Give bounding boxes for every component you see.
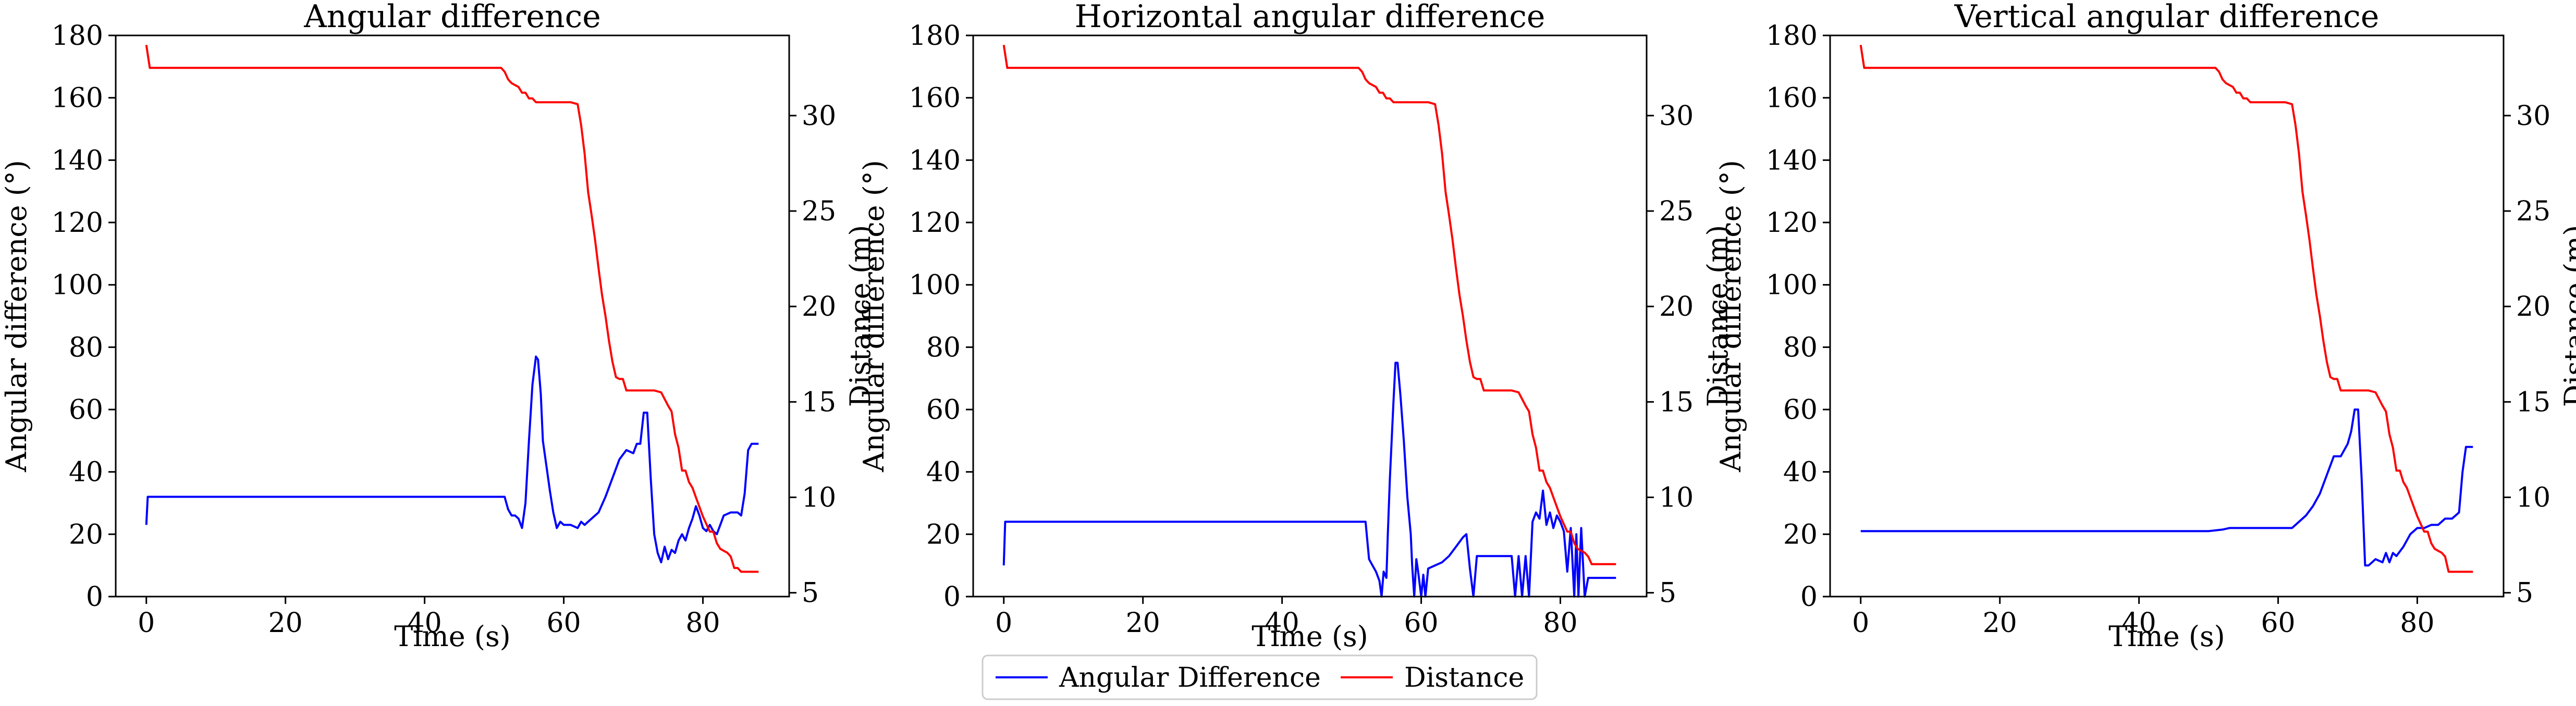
- y-tick-label: 80: [926, 332, 961, 363]
- x-tick-label: 20: [1983, 608, 2017, 639]
- x-axis-label: Time (s): [2108, 620, 2225, 653]
- y2-tick-label: 25: [1659, 196, 1694, 227]
- legend-frame: [982, 654, 1538, 700]
- y2-tick-label: 30: [2516, 101, 2550, 132]
- x-tick-label: 40: [408, 608, 442, 639]
- y-tick-label: 60: [926, 394, 961, 426]
- x-tick-label: 80: [1543, 608, 1577, 639]
- y2-tick-label: 5: [1659, 578, 1676, 609]
- y-axis-label: Angular difference (°): [0, 160, 33, 473]
- x-tick-label: 0: [995, 608, 1012, 639]
- y2-tick-label: 5: [2516, 578, 2533, 609]
- legend: Angular Difference Distance: [982, 654, 1538, 700]
- y-tick-label: 160: [52, 83, 103, 114]
- y2-tick-label: 25: [802, 196, 836, 227]
- legend-label-angular-difference: Angular Difference: [1059, 662, 1321, 693]
- y-tick-label: 120: [909, 207, 961, 239]
- y-tick-label: 20: [926, 519, 961, 550]
- y-tick-label: 0: [1800, 581, 1818, 613]
- y-tick-label: 180: [52, 20, 103, 52]
- y-tick-label: 180: [1766, 20, 1818, 52]
- y2-tick-label: 30: [802, 101, 836, 132]
- y-tick-label: 40: [1783, 457, 1818, 488]
- y2-tick-label: 20: [2516, 291, 2550, 323]
- y-tick-label: 180: [909, 20, 961, 52]
- y2-tick-label: 15: [2516, 387, 2550, 418]
- distance-line: [1859, 44, 2473, 573]
- y-tick-label: 20: [69, 519, 103, 550]
- y-tick-label: 60: [69, 394, 103, 426]
- legend-label-distance: Distance: [1404, 662, 1524, 693]
- x-tick-label: 80: [2400, 608, 2434, 639]
- y-tick-label: 40: [926, 457, 961, 488]
- angular-difference-line: [1002, 362, 1616, 598]
- chart-title: Horizontal angular difference: [1075, 0, 1545, 35]
- y-tick-label: 100: [909, 270, 961, 301]
- y-tick-label: 0: [86, 581, 103, 613]
- x-tick-label: 20: [268, 608, 303, 639]
- y2-axis-label: Distance (m): [1701, 225, 1734, 407]
- y-tick-label: 140: [1766, 145, 1818, 176]
- x-axis-label: Time (s): [1252, 620, 1368, 653]
- angular-difference-line: [1860, 408, 2473, 567]
- x-tick-label: 40: [1265, 608, 1299, 639]
- y-axis-label: Angular difference (°): [857, 160, 890, 473]
- x-tick-label: 80: [685, 608, 720, 639]
- y-axis-label: Angular difference (°): [1714, 160, 1747, 473]
- y2-axis-label: Distance (m): [844, 225, 877, 407]
- y-tick-label: 100: [1766, 270, 1818, 301]
- plot-frame: [115, 34, 790, 598]
- y-tick-label: 120: [1766, 207, 1818, 239]
- y-tick-label: 80: [69, 332, 103, 363]
- x-tick-label: 60: [2261, 608, 2295, 639]
- chart-panel-3: Vertical angular difference 0 20 40 60 80 0 20 4…: [1714, 0, 2576, 653]
- y2-tick-label: 15: [1659, 387, 1694, 418]
- y-tick-label: 80: [1783, 332, 1818, 363]
- x-tick-label: 40: [2122, 608, 2156, 639]
- plot-frame: [1829, 34, 2505, 598]
- chart-title: Angular difference: [303, 0, 600, 35]
- plot-frame: [972, 34, 1648, 598]
- x-tick-label: 60: [1404, 608, 1438, 639]
- chart-panel-1: Angular difference 0 20 40 60 80 0 20 40 60 80 100 1…: [0, 0, 877, 653]
- x-tick-label: 60: [546, 608, 581, 639]
- y2-tick-label: 25: [2516, 196, 2550, 227]
- y-tick-label: 140: [909, 145, 961, 176]
- y2-tick-label: 20: [1659, 291, 1694, 323]
- y-tick-label: 120: [52, 207, 103, 239]
- y-tick-label: 160: [909, 83, 961, 114]
- y2-tick-label: 5: [802, 578, 819, 609]
- y2-tick-label: 10: [802, 482, 836, 514]
- y2-tick-label: 15: [802, 387, 836, 418]
- x-tick-label: 0: [1852, 608, 1869, 639]
- y2-tick-label: 10: [2516, 482, 2550, 514]
- y2-tick-label: 20: [802, 291, 836, 323]
- angular-difference-line: [145, 355, 759, 564]
- x-tick-label: 0: [138, 608, 155, 639]
- y-tick-label: 40: [69, 457, 103, 488]
- chart-title: Vertical angular difference: [1954, 0, 2379, 35]
- chart-panel-2: Horizontal angular difference 0 20 40 60 80 0 2…: [857, 0, 1734, 653]
- x-tick-label: 20: [1126, 608, 1160, 639]
- y2-tick-label: 10: [1659, 482, 1694, 514]
- distance-line: [145, 44, 759, 573]
- y-tick-label: 0: [943, 581, 961, 613]
- x-axis-label: Time (s): [394, 620, 510, 653]
- y-tick-label: 160: [1766, 83, 1818, 114]
- y2-axis-label: Distance (m): [2558, 225, 2576, 407]
- y-tick-label: 20: [1783, 519, 1818, 550]
- y-tick-label: 140: [52, 145, 103, 176]
- y2-tick-label: 30: [1659, 101, 1694, 132]
- distance-line: [1002, 44, 1616, 565]
- y-tick-label: 60: [1783, 394, 1818, 426]
- y-tick-label: 100: [52, 270, 103, 301]
